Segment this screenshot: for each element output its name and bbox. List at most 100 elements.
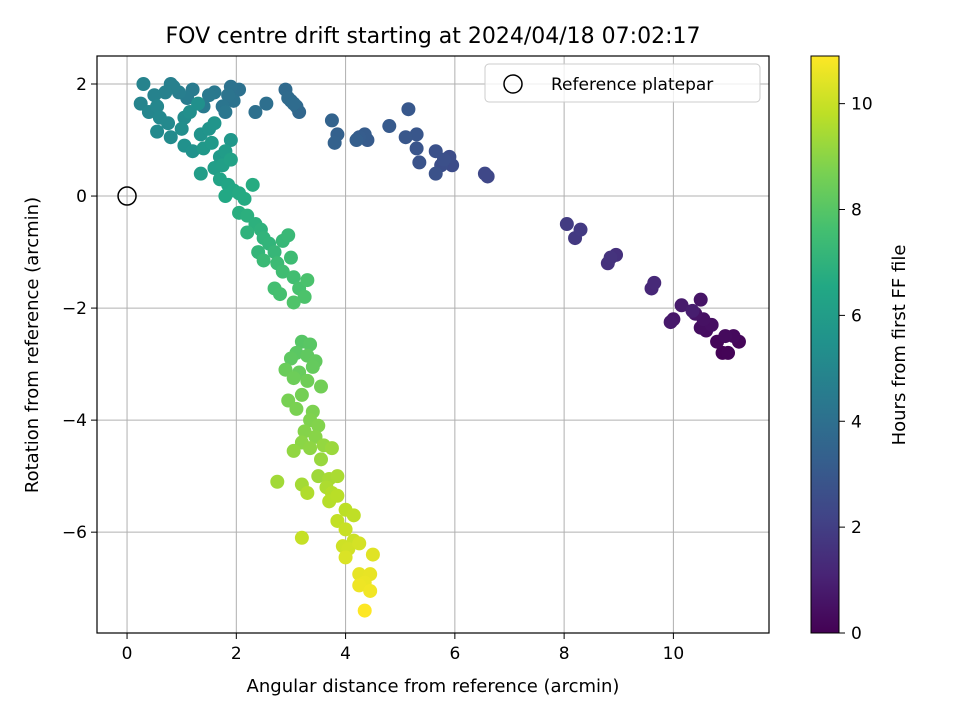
data-point: [303, 441, 318, 456]
y-tick-label: 0: [76, 187, 87, 207]
data-point: [294, 530, 309, 545]
x-axis-ticks: 0 2 4 6 8 10: [122, 633, 685, 664]
data-points: [133, 77, 746, 618]
grid-lines: [97, 56, 769, 633]
data-point: [240, 225, 255, 240]
data-point: [324, 441, 339, 456]
data-point: [286, 96, 301, 111]
data-point: [283, 250, 298, 265]
data-point: [398, 130, 413, 145]
data-point: [267, 245, 282, 260]
colorbar-tick-label: 0: [851, 624, 862, 644]
data-point: [311, 469, 326, 484]
data-point: [245, 177, 260, 192]
data-point: [158, 85, 173, 100]
data-point: [311, 418, 326, 433]
data-point: [346, 508, 361, 523]
data-point: [300, 373, 315, 388]
data-point: [218, 189, 233, 204]
data-point: [363, 583, 378, 598]
legend-entry-reference-platepar: Reference platepar: [551, 75, 713, 95]
data-point: [286, 371, 301, 386]
data-point: [223, 152, 238, 167]
data-point: [163, 130, 178, 145]
data-point: [273, 287, 288, 302]
x-tick-label: 4: [340, 644, 351, 664]
colorbar-tick-label: 2: [851, 518, 862, 538]
y-axis-label: Rotation from reference (arcmin): [22, 197, 43, 493]
data-point: [223, 133, 238, 148]
data-point: [401, 102, 416, 117]
data-point: [294, 387, 309, 402]
data-point: [352, 536, 367, 551]
data-point: [174, 121, 189, 136]
data-point: [314, 379, 328, 394]
data-point: [303, 337, 318, 352]
data-point: [674, 298, 689, 313]
data-point: [324, 113, 339, 128]
colorbar-tick-label: 10: [851, 95, 873, 115]
y-axis-ticks: 2 0 −2 −4 −6: [62, 75, 97, 543]
data-point: [382, 119, 397, 134]
data-point: [286, 270, 301, 285]
x-axis-label: Angular distance from reference (arcmin): [247, 676, 620, 697]
data-point: [248, 105, 263, 120]
data-point: [286, 295, 301, 310]
data-point: [221, 88, 236, 103]
legend-marker-icon: [503, 74, 523, 94]
data-point: [191, 96, 206, 111]
legend-box: [484, 63, 761, 103]
data-point: [281, 228, 296, 243]
data-point: [603, 250, 618, 265]
y-tick-label: −6: [62, 523, 87, 543]
data-point: [647, 275, 662, 290]
y-tick-label: −2: [62, 299, 87, 319]
data-point: [237, 191, 252, 206]
data-point: [300, 485, 315, 500]
data-point: [286, 443, 301, 458]
x-tick-label: 6: [449, 644, 460, 664]
x-tick-label: 10: [663, 644, 685, 664]
data-point: [259, 96, 274, 111]
data-point: [136, 77, 151, 92]
colorbar: [810, 55, 840, 634]
data-point: [305, 359, 320, 374]
data-point: [147, 88, 162, 103]
colorbar-tick-label: 8: [851, 201, 862, 221]
data-point: [338, 550, 353, 565]
data-point: [185, 144, 200, 159]
data-point: [270, 474, 285, 489]
data-point: [150, 124, 165, 139]
data-point: [202, 88, 216, 103]
data-point: [559, 217, 574, 232]
data-point: [275, 264, 290, 279]
data-point: [338, 522, 353, 537]
colorbar-tick-label: 6: [851, 306, 862, 326]
chart-title: FOV centre drift starting at 2024/04/18 …: [166, 24, 701, 49]
data-point: [477, 166, 492, 181]
data-point: [428, 144, 443, 159]
data-point: [663, 315, 678, 330]
x-tick-label: 8: [559, 644, 570, 664]
reference-marker: [117, 186, 137, 206]
data-point: [283, 351, 298, 366]
data-point: [693, 292, 708, 307]
data-point: [330, 469, 345, 484]
data-point: [289, 401, 304, 416]
data-point: [297, 424, 312, 439]
data-point: [349, 133, 364, 148]
data-point: [352, 578, 367, 593]
data-point: [409, 141, 424, 156]
colorbar-label: Hours from first FF file: [889, 245, 910, 446]
colorbar-tick-label: 4: [851, 412, 862, 432]
y-tick-label: −4: [62, 411, 87, 431]
data-point: [204, 135, 219, 150]
y-tick-label: 2: [76, 75, 87, 95]
data-point: [314, 452, 328, 467]
data-point: [365, 547, 380, 562]
data-point: [718, 329, 733, 344]
data-point: [409, 127, 424, 142]
data-point: [207, 116, 222, 131]
data-point: [297, 289, 312, 304]
